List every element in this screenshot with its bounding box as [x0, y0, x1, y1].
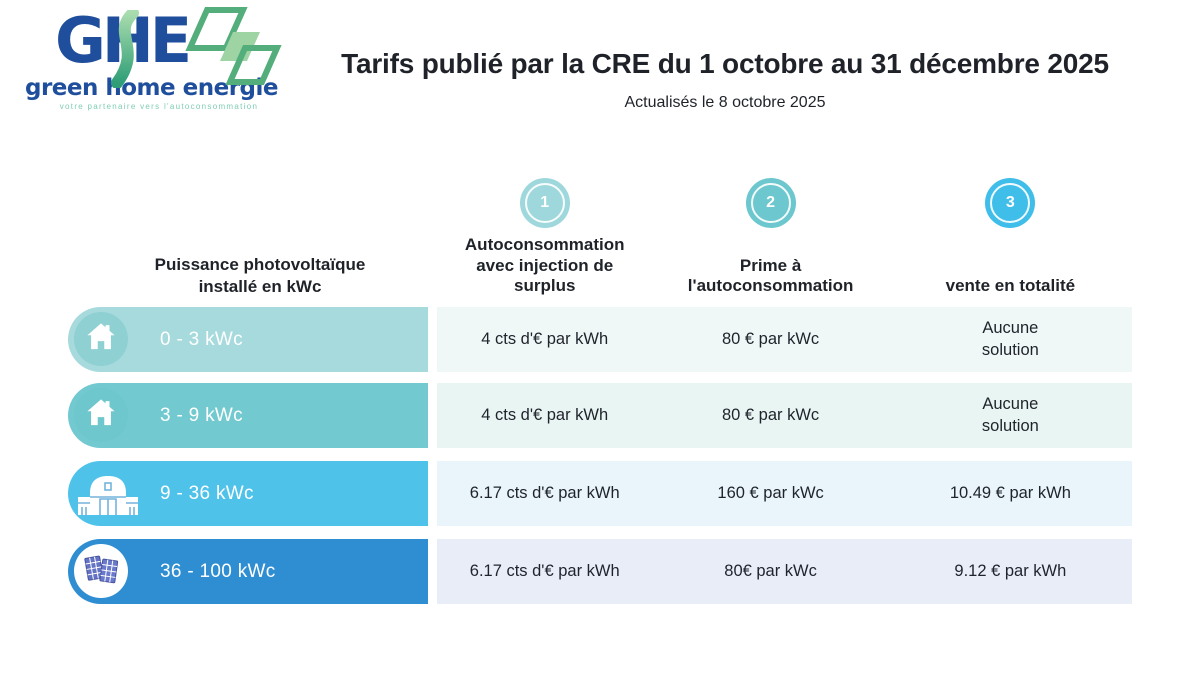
page-subtitle: Actualisés le 8 octobre 2025	[624, 94, 826, 111]
power-range-label: 0 - 3 kWc	[160, 328, 243, 350]
table-row: 36 - 100 kWc 6.17 cts d'€ par kWh 80€ pa…	[68, 539, 1132, 604]
power-range-label: 9 - 36 kWc	[160, 482, 254, 504]
cell-vente: 10.49 € par kWh	[949, 483, 1071, 502]
cell-prime: 80 € par kWc	[721, 405, 820, 424]
badge-2: 2	[745, 178, 796, 228]
table-row: 9 - 36 kWc 6.17 cts d'€ par kWh 160 € pa…	[68, 461, 1132, 526]
house-icon	[84, 320, 118, 359]
badge-1: 1	[519, 178, 570, 228]
row-pill: 36 - 100 kWc	[68, 539, 428, 604]
row-pill: 9 - 36 kWc	[68, 461, 428, 526]
leaf-swoosh-icon	[111, 10, 139, 88]
icon-circle	[74, 312, 128, 366]
page-title: Tarifs publié par la CRE du 1 octobre au…	[341, 48, 1109, 79]
cell-vente: Aucune solution	[981, 319, 1039, 359]
badge-ring	[524, 183, 565, 223]
cell-vente: Aucune solution	[981, 395, 1039, 435]
row-pill: 3 - 9 kWc	[68, 383, 428, 448]
row-pill: 0 - 3 kWc	[68, 307, 428, 372]
icon-circle	[74, 544, 128, 598]
table-row: 0 - 3 kWc 4 cts d'€ par kWh 80 € par kWc…	[68, 307, 1132, 372]
column-badges: 1 2 3	[437, 178, 1132, 228]
row-values: 6.17 cts d'€ par kWh 80€ par kWc 9.12 € …	[437, 539, 1132, 604]
cell-autoconsommation: 6.17 cts d'€ par kWh	[469, 561, 620, 580]
house-icon	[84, 396, 118, 435]
cell-prime: 80 € par kWc	[721, 329, 820, 348]
solar-panel-icon	[81, 549, 121, 594]
badge-number: 3	[1005, 194, 1015, 211]
column-header-puissance: Puissance photovoltaïque installé en kWc	[154, 255, 366, 296]
cell-vente: 9.12 € par kWh	[954, 561, 1067, 580]
logo-solar-panels-icon	[185, 6, 282, 85]
cell-autoconsommation: 6.17 cts d'€ par kWh	[469, 483, 620, 502]
row-values: 4 cts d'€ par kWh 80 € par kWc Aucune so…	[437, 307, 1132, 372]
icon-circle	[74, 388, 128, 442]
column-headers: Autoconsommation avec injection de surpl…	[437, 234, 1132, 300]
cell-autoconsommation: 4 cts d'€ par kWh	[481, 329, 609, 348]
column-header-vente: vente en totalité	[945, 276, 1076, 296]
badge-ring	[990, 183, 1031, 223]
barn-icon	[76, 473, 140, 520]
table-row: 3 - 9 kWc 4 cts d'€ par kWh 80 € par kWc…	[68, 383, 1132, 448]
cell-prime: 160 € par kWc	[717, 483, 824, 502]
cell-autoconsommation: 4 cts d'€ par kWh	[481, 405, 609, 424]
column-header-prime: Prime à l'autoconsommation	[687, 255, 854, 296]
badge-number: 1	[540, 194, 550, 211]
power-range-label: 36 - 100 kWc	[160, 560, 276, 582]
row-values: 6.17 cts d'€ par kWh 160 € par kWc 10.49…	[437, 461, 1132, 526]
row-values: 4 cts d'€ par kWh 80 € par kWc Aucune so…	[437, 383, 1132, 448]
badge-ring	[750, 183, 791, 223]
logo-tagline: votre partenaire vers l'autoconsommation	[59, 102, 259, 112]
logo: GHE green home energie votre partenaire …	[25, 6, 293, 118]
cell-prime: 80€ par kWc	[724, 561, 817, 580]
badge-number: 2	[766, 194, 776, 211]
power-range-label: 3 - 9 kWc	[160, 404, 243, 426]
badge-3: 3	[985, 178, 1036, 228]
column-header-autoconsommation: Autoconsommation avec injection de surpl…	[464, 234, 625, 296]
